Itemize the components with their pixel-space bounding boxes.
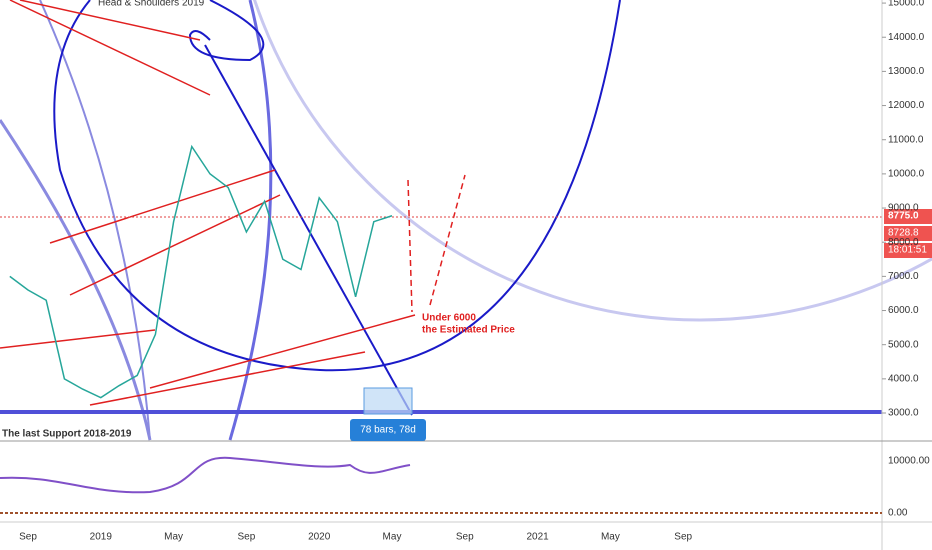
range-box [363, 387, 413, 415]
y-tick-label: 13000.0 [888, 66, 925, 77]
y-tick-label: 6000.0 [888, 305, 919, 316]
x-tick-label: Sep [19, 532, 37, 543]
x-tick-label: May [601, 532, 620, 543]
arrow [89, 351, 366, 406]
y-tick-label: 3000.0 [888, 408, 919, 419]
arrow [49, 169, 276, 244]
arc [0, 119, 152, 441]
arrow [69, 194, 281, 296]
arrow [9, 0, 211, 96]
y-tick-label: 15000.0 [888, 0, 925, 9]
x-tick-label: Sep [238, 532, 256, 543]
y-tick-label: 8000.0 [888, 237, 919, 248]
spiral [188, 0, 265, 62]
x-tick-label: May [383, 532, 402, 543]
range-label: 78 bars, 78d [360, 425, 416, 436]
x-tick-label: 2019 [90, 532, 113, 543]
y-tick-label: 10000.0 [888, 169, 925, 180]
price-tag-text: 8775.0 [888, 211, 919, 222]
y-tick-label: 4000.0 [888, 373, 919, 384]
annotation: Under 6000 [422, 313, 476, 324]
x-tick-label: May [164, 532, 183, 543]
arc [253, 0, 932, 322]
indicator-tick: 10000.00 [888, 456, 930, 467]
y-tick-label: 11000.0 [888, 134, 924, 145]
x-tick-label: Sep [674, 532, 692, 543]
annotation: Head & Shoulders 2019 [98, 0, 205, 9]
y-tick-label: 12000.0 [888, 100, 925, 111]
arrow [429, 174, 466, 306]
y-tick-label: 14000.0 [888, 32, 925, 43]
range-label-bg [350, 419, 426, 441]
annotation: the Estimated Price [422, 325, 515, 336]
indicator [0, 456, 411, 494]
y-tick-label: 9000.0 [888, 203, 919, 214]
price-tag [884, 209, 932, 224]
y-tick-label: 7000.0 [888, 271, 919, 282]
x-tick-label: Sep [456, 532, 474, 543]
arrow [149, 314, 416, 389]
indicator-tick: 0.00 [888, 508, 908, 519]
price-tag-text: 18:01:51 [888, 245, 927, 256]
annotation: The last Support 2018-2019 [2, 429, 132, 440]
x-tick-label: 2021 [526, 532, 549, 543]
arrow [407, 179, 413, 313]
arrow [19, 0, 201, 41]
price-tag [884, 226, 932, 241]
price-line [9, 144, 393, 399]
price-tag-text: 8728.8 [888, 228, 919, 239]
spiral [53, 0, 621, 372]
arrows [0, 0, 466, 406]
arc [39, 0, 151, 441]
trend-line [204, 44, 413, 416]
y-tick-label: 5000.0 [888, 339, 919, 350]
arrow [0, 329, 156, 349]
x-tick-label: 2020 [308, 532, 331, 543]
price-tag [884, 243, 932, 258]
drawings [0, 0, 932, 441]
